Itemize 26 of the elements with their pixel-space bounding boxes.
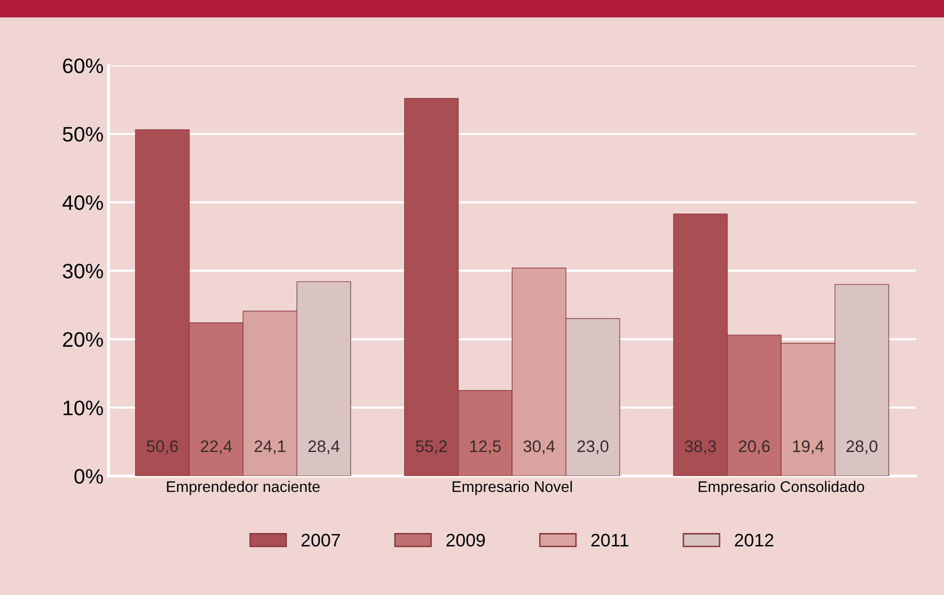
x-tick-label: Emprendedor naciente	[167, 480, 320, 496]
legend-label: 2012	[734, 534, 774, 547]
y-tick-label: 10%	[64, 400, 103, 416]
legend-label: 2009	[446, 534, 485, 547]
y-tick-label: 40%	[62, 195, 103, 210]
data-label: 24,1	[254, 440, 286, 454]
y-tick-label: 30%	[62, 264, 103, 278]
data-label: 22,4	[200, 440, 232, 454]
data-label: 23,0	[577, 440, 608, 454]
data-label: 28,0	[846, 440, 878, 454]
y-tick-label: 50%	[62, 126, 103, 142]
data-label: 30,4	[523, 440, 555, 454]
data-label: 12,5	[470, 440, 501, 454]
data-label: 20,6	[738, 440, 770, 454]
data-label: 50,6	[146, 440, 178, 454]
data-label: 28,4	[308, 440, 340, 454]
data-label: 38,3	[684, 440, 716, 454]
legend-label: 2011	[591, 534, 628, 547]
data-label: 55,2	[416, 440, 447, 454]
y-tick-label: 60%	[63, 58, 103, 74]
data-label: 19,4	[793, 440, 824, 454]
x-tick-label: Empresario Novel	[452, 480, 572, 496]
y-tick-label: 0%	[74, 469, 103, 484]
y-tick-label: 20%	[63, 332, 103, 347]
legend-label: 2007	[302, 534, 340, 547]
x-tick-label: Empresario Consolidado	[698, 480, 864, 496]
